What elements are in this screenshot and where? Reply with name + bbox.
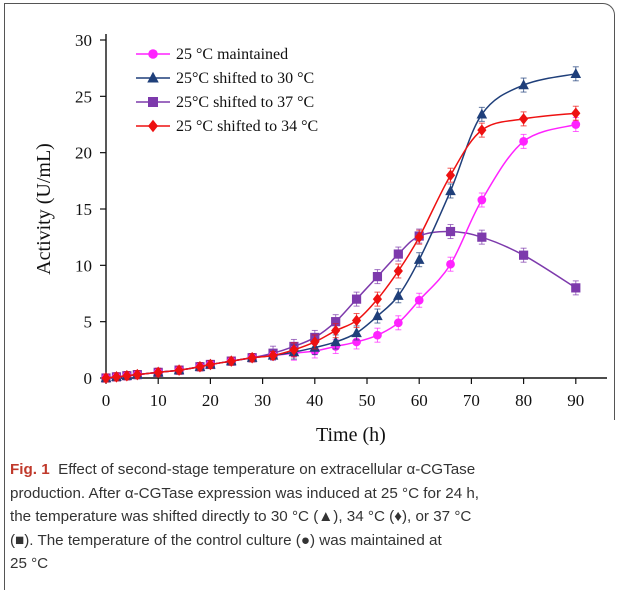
y-tick-label: 10 xyxy=(75,256,92,275)
data-point xyxy=(195,360,205,373)
data-point xyxy=(477,232,487,242)
x-tick-label: 20 xyxy=(202,391,219,410)
x-tick-label: 50 xyxy=(359,391,376,410)
data-point xyxy=(351,314,362,327)
chart-series xyxy=(100,66,582,384)
data-point xyxy=(571,120,581,129)
data-point xyxy=(226,355,236,367)
x-tick-label: 70 xyxy=(463,391,480,410)
legend-marker-triangle xyxy=(147,71,159,83)
legend-label: 25 °C shifted to 34 °C xyxy=(176,118,318,135)
data-point xyxy=(174,364,184,376)
data-point xyxy=(101,372,111,384)
figure-label: Fig. 1 xyxy=(10,461,50,478)
data-point xyxy=(477,195,487,205)
legend-label: 25°C shifted to 30 °C xyxy=(176,70,314,87)
data-point xyxy=(393,249,403,259)
legend-label: 25 °C maintained xyxy=(176,46,288,63)
data-point xyxy=(445,185,456,196)
data-point xyxy=(570,68,582,78)
data-point xyxy=(310,336,320,348)
activity-chart: 0 10 20 30 40 50 60 70 80 90 0 5 10 15 20 25 30 25 °C ma… xyxy=(33,31,607,446)
y-tick-label: 20 xyxy=(75,144,92,163)
data-point xyxy=(331,324,341,337)
data-point xyxy=(153,366,163,379)
data-point xyxy=(518,79,529,90)
data-point xyxy=(476,108,488,119)
x-tick-label: 30 xyxy=(254,391,271,410)
data-point xyxy=(289,344,299,356)
x-axis-label: Time (h) xyxy=(316,424,386,446)
x-tick-label: 60 xyxy=(411,391,428,410)
x-tick-label: 90 xyxy=(567,391,584,410)
data-point xyxy=(111,371,122,383)
series-triangle xyxy=(100,66,582,383)
data-point xyxy=(446,259,455,269)
data-point xyxy=(414,295,424,305)
legend-marker-square xyxy=(148,97,158,107)
frame-mask xyxy=(4,420,616,596)
data-point xyxy=(571,107,581,119)
data-point xyxy=(205,358,215,371)
y-tick-label: 5 xyxy=(84,313,93,332)
data-point xyxy=(372,310,383,321)
data-point xyxy=(351,327,362,338)
data-point xyxy=(413,253,425,264)
data-point xyxy=(268,349,278,362)
legend-marker-diamond xyxy=(148,119,158,133)
data-point xyxy=(519,137,528,146)
data-point xyxy=(351,294,362,304)
data-point xyxy=(477,124,487,136)
y-axis-label: Activity (U/mL) xyxy=(33,143,55,275)
caption-line-5: 25 °C xyxy=(10,555,49,572)
caption-line-4: (■). The temperature of the control cult… xyxy=(10,531,442,549)
legend-marker-circle xyxy=(148,49,158,59)
y-tick-label: 15 xyxy=(75,200,92,219)
data-point xyxy=(372,293,383,305)
figure-caption: Fig. 1 Effect of second-stage temperatur… xyxy=(10,458,610,576)
series-circle xyxy=(101,117,581,383)
data-point xyxy=(330,336,341,347)
y-tick-label: 25 xyxy=(75,87,92,106)
data-point xyxy=(393,318,403,328)
caption-line-1: Effect of second-stage temperature on ex… xyxy=(58,461,476,478)
caption-line-2: production. After α-CGTase expression wa… xyxy=(10,484,480,502)
data-point xyxy=(247,351,257,364)
figure-frame xyxy=(4,3,615,592)
data-point xyxy=(414,231,424,243)
x-tick-label: 0 xyxy=(102,391,111,410)
x-tick-label: 10 xyxy=(150,391,167,410)
y-tick-label: 30 xyxy=(75,31,92,50)
data-point xyxy=(393,265,403,277)
data-point xyxy=(445,226,456,237)
y-tick-label: 0 xyxy=(84,369,93,388)
data-point xyxy=(571,283,581,293)
x-tick-label: 40 xyxy=(306,391,323,410)
series-line xyxy=(105,230,577,379)
series-line xyxy=(105,112,576,379)
series-diamond xyxy=(101,105,581,384)
data-point xyxy=(372,272,383,282)
frame-left-edge xyxy=(4,420,5,590)
data-point xyxy=(519,113,529,125)
data-point xyxy=(331,317,341,327)
data-point xyxy=(122,369,132,382)
x-tick-label: 80 xyxy=(515,391,532,410)
data-point xyxy=(393,290,404,300)
series-square xyxy=(101,224,581,383)
chart-axes: 0 10 20 30 40 50 60 70 80 90 0 5 10 15 20 25 30 xyxy=(75,31,607,410)
data-point xyxy=(445,169,456,181)
legend-label: 25°C shifted to 37 °C xyxy=(176,94,314,111)
data-point xyxy=(132,368,142,381)
data-point xyxy=(373,330,382,340)
caption-line-3: the temperature was shifted directly to … xyxy=(10,508,472,525)
data-point xyxy=(519,250,529,260)
chart-legend: 25 °C maintained 25°C shifted to 30 °C 25°… xyxy=(136,46,318,135)
